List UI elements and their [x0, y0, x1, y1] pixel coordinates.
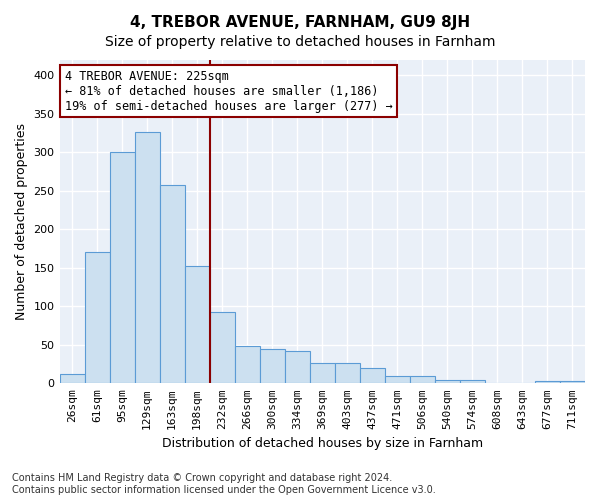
Bar [310, 362, 335, 384]
Bar [410, 376, 435, 384]
Bar [260, 350, 285, 384]
Bar [335, 362, 360, 384]
Bar [185, 266, 209, 384]
Bar [285, 351, 310, 384]
Bar [360, 368, 385, 384]
Bar [134, 132, 160, 384]
Bar [209, 312, 235, 384]
Bar [110, 152, 134, 384]
Y-axis label: Number of detached properties: Number of detached properties [15, 123, 28, 320]
Text: Size of property relative to detached houses in Farnham: Size of property relative to detached ho… [105, 35, 495, 49]
Bar [85, 252, 110, 384]
Text: 4, TREBOR AVENUE, FARNHAM, GU9 8JH: 4, TREBOR AVENUE, FARNHAM, GU9 8JH [130, 15, 470, 30]
Bar [235, 346, 260, 384]
Bar [160, 184, 185, 384]
Bar [485, 382, 510, 384]
Bar [435, 380, 460, 384]
Bar [535, 381, 560, 384]
Text: Contains HM Land Registry data © Crown copyright and database right 2024.
Contai: Contains HM Land Registry data © Crown c… [12, 474, 436, 495]
Bar [560, 381, 585, 384]
X-axis label: Distribution of detached houses by size in Farnham: Distribution of detached houses by size … [162, 437, 483, 450]
Text: 4 TREBOR AVENUE: 225sqm
← 81% of detached houses are smaller (1,186)
19% of semi: 4 TREBOR AVENUE: 225sqm ← 81% of detache… [65, 70, 392, 112]
Bar [460, 380, 485, 384]
Bar [385, 376, 410, 384]
Bar [59, 374, 85, 384]
